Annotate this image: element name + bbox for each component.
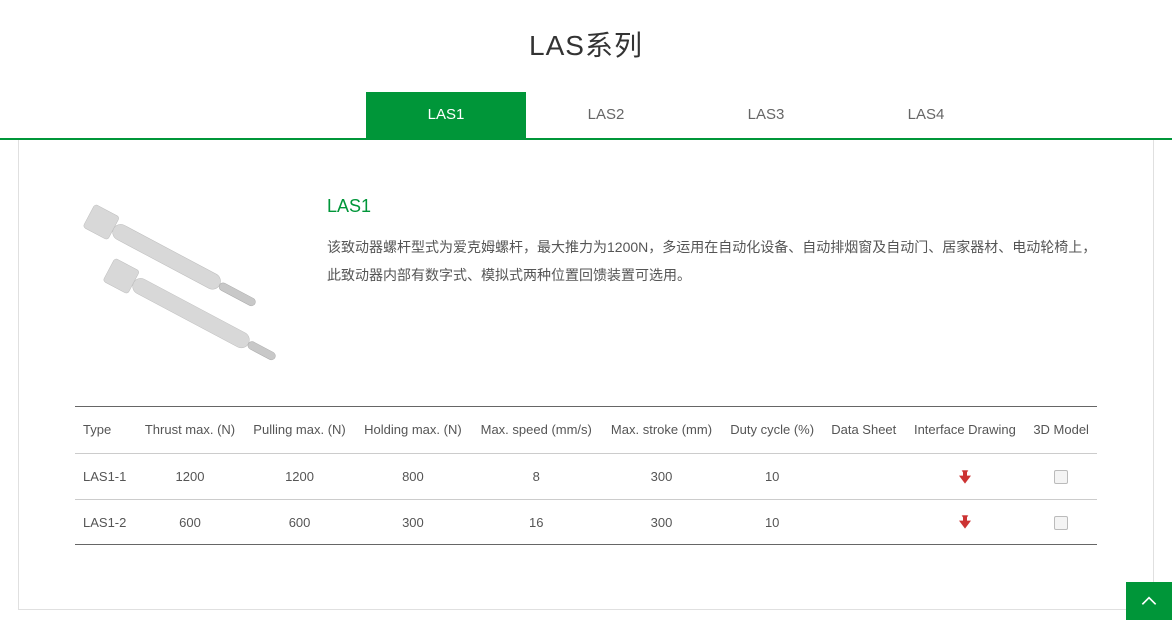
- model-icon[interactable]: [1054, 516, 1068, 530]
- col-speed: Max. speed (mm/s): [471, 407, 602, 454]
- cell-datasheet: [823, 454, 905, 500]
- cell-stroke: 300: [602, 499, 722, 545]
- table-row: LAS1-1 1200 1200 800 8 300 10: [75, 454, 1097, 500]
- cell-holding: 300: [355, 499, 471, 545]
- back-to-top-button[interactable]: [1126, 582, 1172, 620]
- cell-speed: 16: [471, 499, 602, 545]
- col-holding: Holding max. (N): [355, 407, 471, 454]
- model-icon[interactable]: [1054, 470, 1068, 484]
- cell-thrust: 600: [136, 499, 244, 545]
- cell-type: LAS1-1: [75, 454, 136, 500]
- cell-duty: 10: [721, 454, 823, 500]
- tabs-bar: LAS1 LAS2 LAS3 LAS4: [0, 92, 1172, 140]
- col-type: Type: [75, 407, 136, 454]
- tab-las2[interactable]: LAS2: [526, 92, 686, 138]
- col-datasheet: Data Sheet: [823, 407, 905, 454]
- col-duty: Duty cycle (%): [721, 407, 823, 454]
- cell-type: LAS1-2: [75, 499, 136, 545]
- cell-interface: [905, 499, 1026, 545]
- tab-las1[interactable]: LAS1: [366, 92, 526, 138]
- cell-stroke: 300: [602, 454, 722, 500]
- cell-datasheet: [823, 499, 905, 545]
- product-image: [75, 196, 295, 366]
- cell-pulling: 600: [244, 499, 355, 545]
- col-3dmodel: 3D Model: [1025, 407, 1097, 454]
- table-header-row: Type Thrust max. (N) Pulling max. (N) Ho…: [75, 407, 1097, 454]
- content-panel: LAS1 该致动器螺杆型式为爱克姆螺杆，最大推力为1200N，多运用在自动化设备…: [18, 140, 1154, 610]
- page-title: LAS系列: [0, 0, 1172, 92]
- col-thrust: Thrust max. (N): [136, 407, 244, 454]
- cell-duty: 10: [721, 499, 823, 545]
- col-interface: Interface Drawing: [905, 407, 1026, 454]
- product-heading: LAS1: [327, 196, 1097, 217]
- cell-3dmodel: [1025, 454, 1097, 500]
- product-description: 该致动器螺杆型式为爱克姆螺杆，最大推力为1200N，多运用在自动化设备、自动排烟…: [327, 233, 1097, 289]
- chevron-up-icon: [1139, 591, 1159, 611]
- cell-speed: 8: [471, 454, 602, 500]
- col-pulling: Pulling max. (N): [244, 407, 355, 454]
- cell-3dmodel: [1025, 499, 1097, 545]
- tab-las4[interactable]: LAS4: [846, 92, 1006, 138]
- table-row: LAS1-2 600 600 300 16 300 10: [75, 499, 1097, 545]
- spec-table: Type Thrust max. (N) Pulling max. (N) Ho…: [75, 406, 1097, 545]
- cell-thrust: 1200: [136, 454, 244, 500]
- tab-las3[interactable]: LAS3: [686, 92, 846, 138]
- col-stroke: Max. stroke (mm): [602, 407, 722, 454]
- pdf-icon[interactable]: [957, 469, 973, 485]
- cell-interface: [905, 454, 1026, 500]
- cell-holding: 800: [355, 454, 471, 500]
- pdf-icon[interactable]: [957, 514, 973, 530]
- cell-pulling: 1200: [244, 454, 355, 500]
